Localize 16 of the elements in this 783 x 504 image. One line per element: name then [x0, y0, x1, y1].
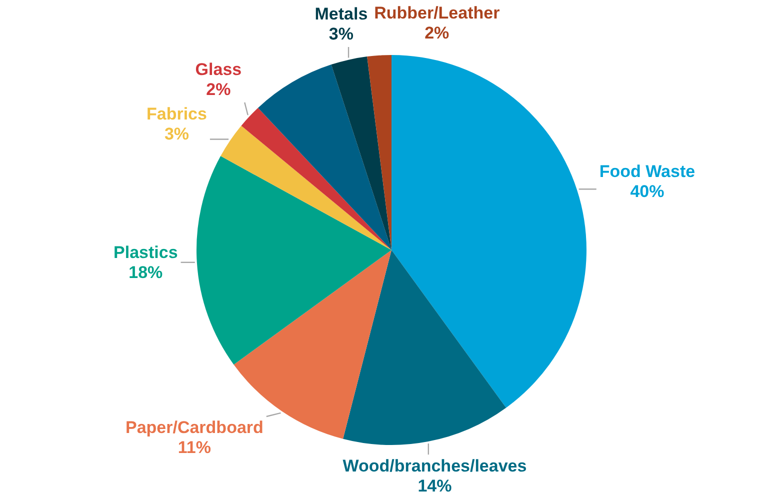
slice-label: Glass	[195, 60, 242, 80]
data-label: 11%	[178, 438, 211, 458]
slice-label: Food Waste	[599, 162, 696, 182]
slice-label: Fabrics	[146, 104, 207, 124]
slice-label: Wood/branches/leaves	[342, 456, 527, 476]
data-label: 14%	[418, 476, 452, 496]
data-label: 2%	[424, 24, 450, 43]
data-label: 40%	[630, 182, 664, 202]
slice-label: Metals	[314, 4, 368, 24]
data-label: 3%	[164, 124, 190, 144]
slice-label: Plastics	[114, 243, 178, 262]
slice-label: Rubber/Leather	[374, 4, 500, 23]
data-label: 2%	[206, 80, 231, 100]
slice-label: Paper/Cardboard	[125, 418, 264, 438]
data-label: 18%	[128, 263, 163, 282]
data-label: 3%	[328, 24, 354, 44]
